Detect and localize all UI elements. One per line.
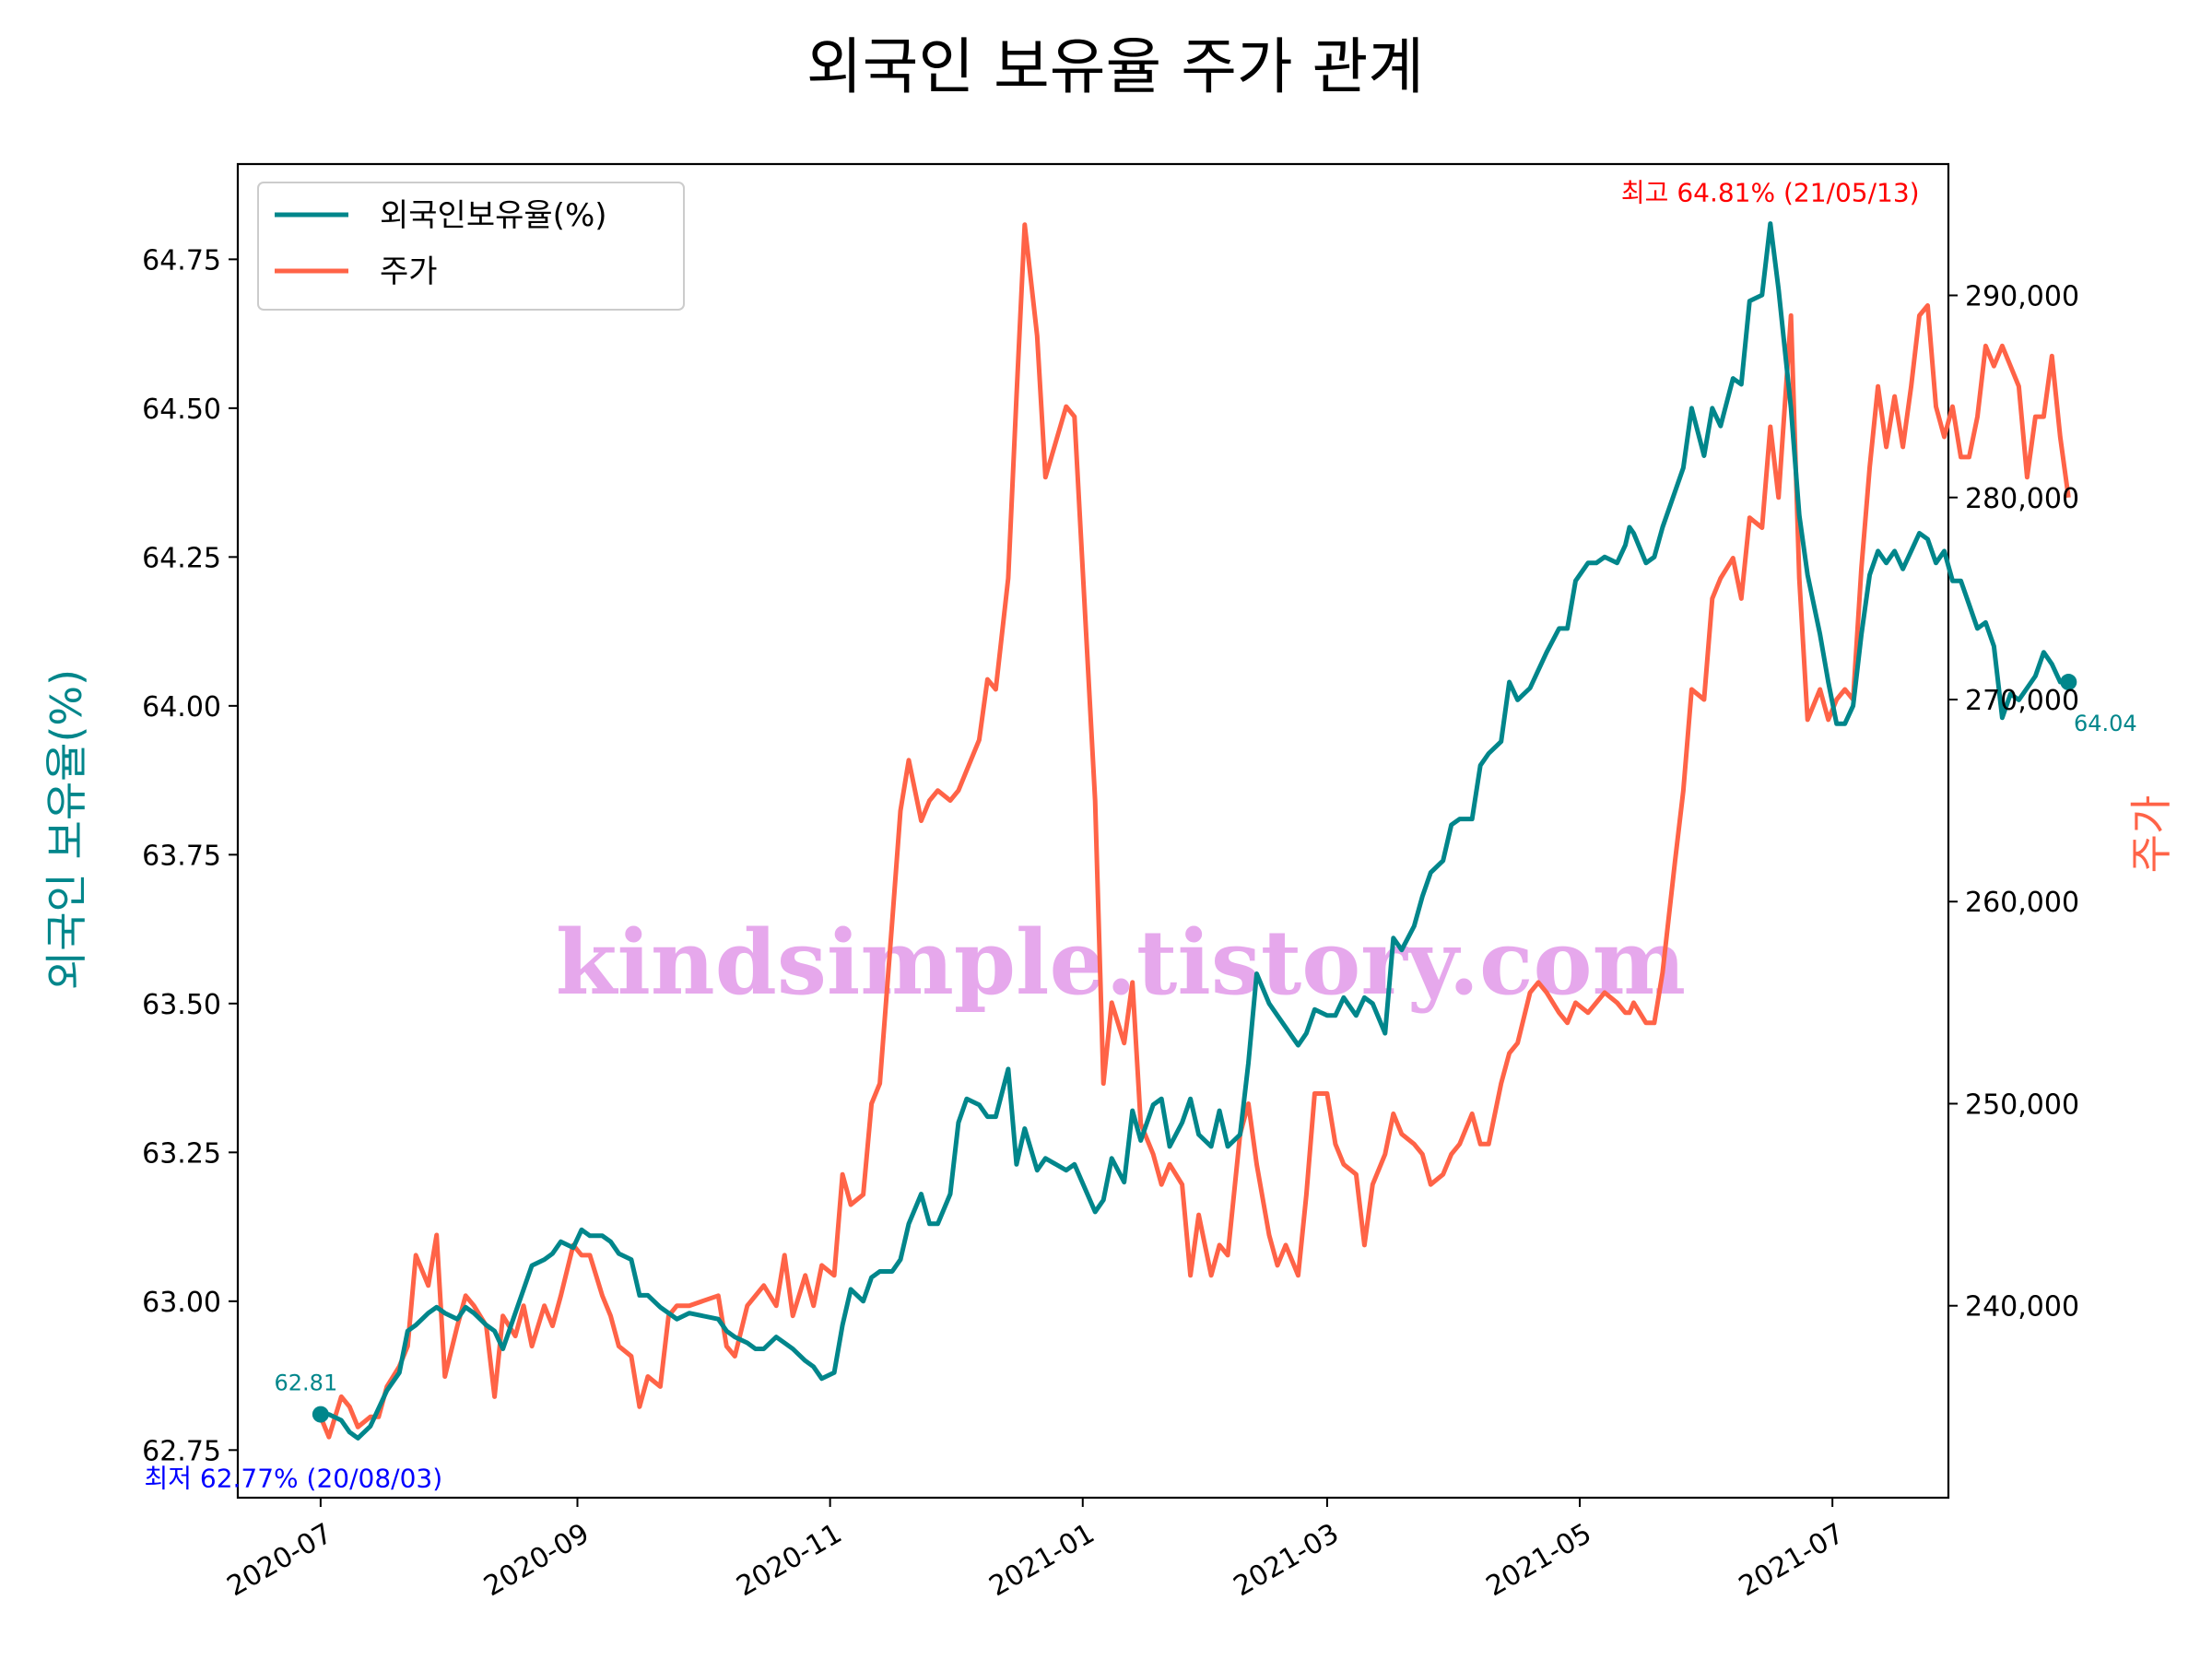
start-value-label: 62.81: [275, 1371, 338, 1396]
legend-box: [257, 182, 685, 311]
y-left-tick-label: 63.00: [142, 1287, 221, 1319]
y-axis-right-label: 주가: [2126, 795, 2176, 874]
end-value-label: 64.04: [2074, 711, 2137, 736]
series-line-price: [318, 222, 2071, 1440]
y-right-tick-label: 270,000: [1965, 685, 2079, 717]
watermark: kindsimple.tistory.com: [556, 911, 1686, 1015]
y-right-tick-label: 260,000: [1965, 887, 2079, 919]
y-axis-left-label: 외국인 보유율(%): [41, 669, 91, 990]
series-line-foreign-ratio: [320, 221, 2069, 1441]
min-annotation: 최저 62.77% (20/08/03): [144, 1463, 442, 1493]
y-right-tick-label: 250,000: [1965, 1088, 2079, 1121]
legend: 외국인보유율(%) 주가: [257, 182, 685, 311]
plot-area: kindsimple.tistory.com 62.81 64.04 최고 64.8…: [144, 162, 2137, 1500]
y-left-tick-label: 62.75: [142, 1435, 221, 1467]
x-tick-label: 2021-07: [1734, 1517, 1850, 1603]
plot-frame: [236, 162, 1950, 1500]
y-right-tick-label: 290,000: [1965, 281, 2079, 313]
x-tick-label: 2020-07: [222, 1517, 338, 1603]
y-left-tick-label: 63.75: [142, 840, 221, 872]
y-left-tick-label: 64.75: [142, 244, 221, 276]
x-tick-label: 2021-01: [983, 1517, 1100, 1603]
y-axis-left: 62.75 63.00 63.25 63.50 63.75 64.00 64.25 64.50…: [142, 244, 238, 1467]
y-left-tick-label: 64.25: [142, 542, 221, 574]
y-right-tick-label: 240,000: [1965, 1291, 2079, 1324]
y-left-tick-label: 64.50: [142, 394, 221, 426]
y-left-tick-label: 64.00: [142, 691, 221, 724]
y-left-tick-label: 63.25: [142, 1137, 221, 1170]
y-right-tick-label: 280,000: [1965, 483, 2079, 515]
start-point-marker: [312, 1406, 329, 1423]
x-tick-label: 2021-05: [1481, 1517, 1597, 1603]
y-left-tick-label: 63.50: [142, 989, 221, 1021]
max-annotation: 최고 64.81% (21/05/13): [1621, 178, 1920, 208]
x-tick-label: 2020-11: [731, 1517, 847, 1603]
y-axis-right: 240,000 250,000 260,000 270,000 280,000 290,0…: [1948, 281, 2079, 1324]
end-point-marker: [2060, 674, 2077, 691]
chart-title: 외국인 보유율 주가 관계: [806, 31, 1424, 102]
x-axis: 2020-07 2020-09 2020-11 2021-01 2021-03 2021-…: [222, 1498, 1850, 1603]
legend-label-price: 주가: [380, 253, 438, 290]
x-tick-label: 2020-09: [478, 1517, 594, 1603]
x-tick-label: 2021-03: [1229, 1517, 1345, 1603]
legend-label-foreign-ratio: 외국인보유율(%): [380, 197, 607, 234]
